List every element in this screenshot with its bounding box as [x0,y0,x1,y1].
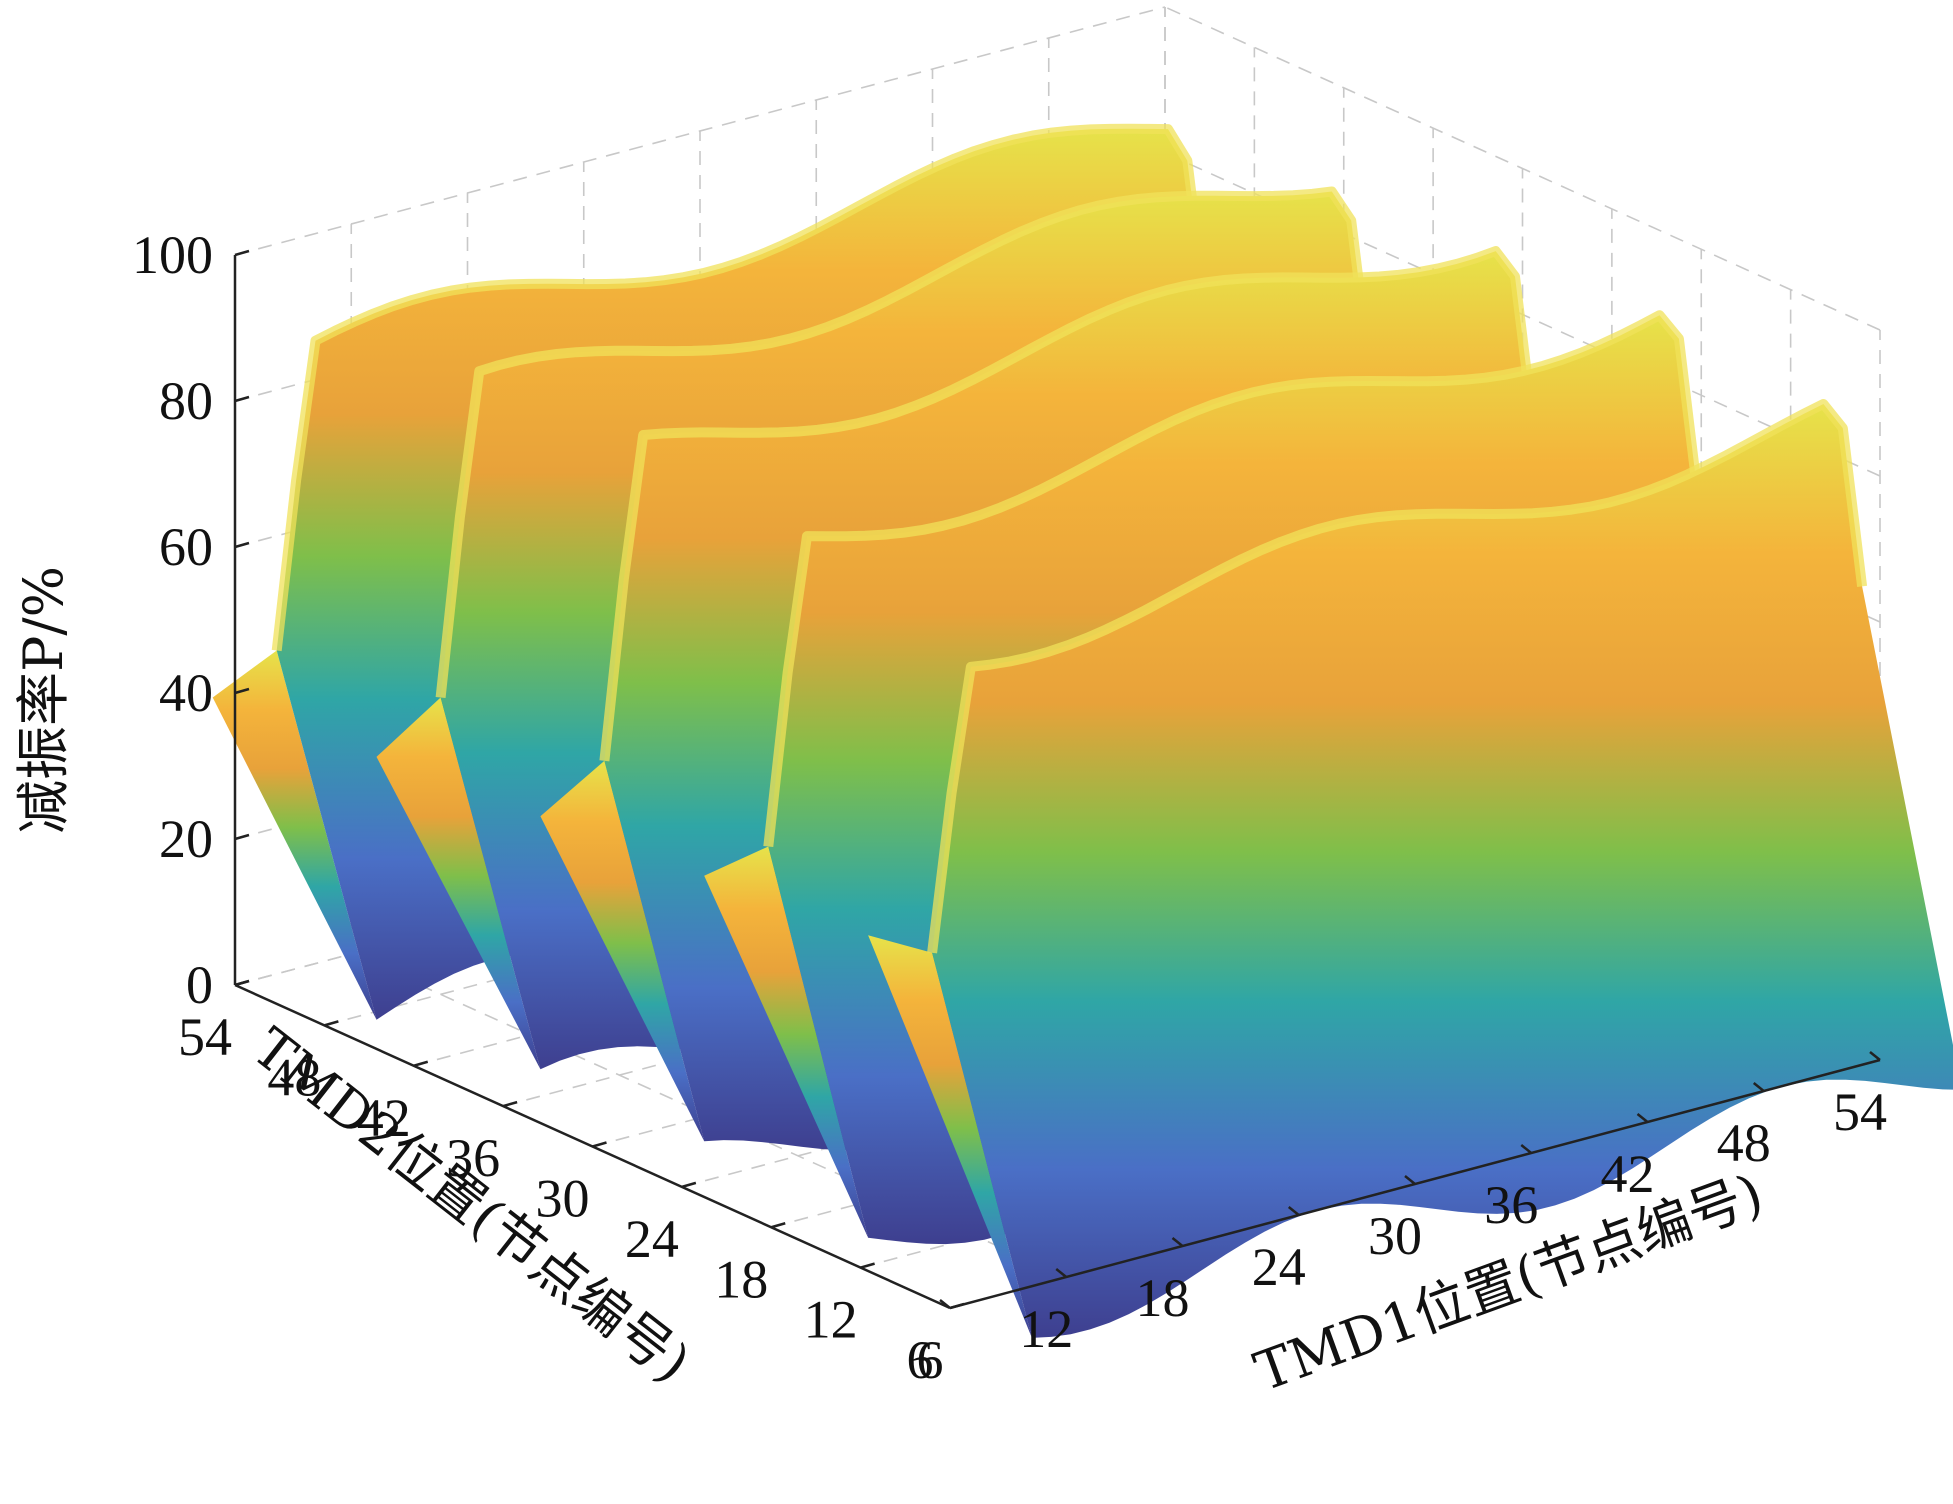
ridge-crest-1 [435,186,1376,699]
z-tick-label-5: 100 [132,225,213,285]
x-tick-7 [1752,1082,1765,1092]
y-tick-1 [324,1020,339,1027]
x-tick-8 [1869,1051,1881,1061]
ridge-body-4 [932,404,1953,1338]
z-tick-label-1: 20 [159,809,213,869]
x-tick-label-3: 24 [1252,1237,1306,1297]
z-tick-2 [234,687,250,695]
z-tick-5 [234,249,250,257]
ridge-left-face-4 [868,935,1032,1338]
axes: 0 20 40 60 80 100 54 48 42 36 30 24 18 12 66 12 18 24 30 36… [132,225,1887,1390]
backwall-b-horiz-5 [1164,6,1881,331]
ridge-crest-3 [763,310,1704,848]
ridge-left-face-3 [704,846,869,1238]
z-tick-label-4: 80 [159,371,213,431]
backwall-a-horiz-5 [234,6,1166,256]
ridge-crest-2 [599,246,1540,762]
y-tick-label-7: 12 [804,1290,858,1350]
y-tick-label-1: 48 [267,1047,321,1107]
x-tick-label-5: 36 [1484,1175,1538,1235]
x-tick-3 [1287,1206,1300,1216]
y-tick-label-2: 42 [357,1088,411,1148]
y-tick-label-4: 30 [536,1169,590,1229]
ridge-left-face-2 [540,760,705,1142]
y-tick-2 [413,1060,429,1067]
z-tick-label-2: 40 [159,663,213,723]
ridge-left-face-1 [376,697,541,1070]
y-tick-label-8: 6 [907,1330,934,1390]
y-tick-5 [681,1181,697,1189]
y-tick-label-3: 36 [446,1128,500,1188]
x-tick-1 [1055,1268,1068,1278]
y-tick-8 [949,1302,965,1310]
x-tick-5 [1520,1144,1533,1154]
y-tick-label-0: 54 [178,1007,232,1067]
z-axis-label: 减振率P/% [12,566,75,834]
x-tick-0 [939,1299,951,1309]
surface-ridge-4 [868,399,1953,1338]
y-tick-7 [860,1262,875,1269]
x-tick-label-8: 54 [1833,1082,1887,1142]
x-tick-label-1: 12 [1019,1299,1073,1359]
ridge-crest-0 [271,123,1212,652]
z-tick-3 [234,541,250,549]
x-tick-label-4: 30 [1368,1206,1422,1266]
y-tick-6 [770,1222,786,1229]
z-tick-1 [234,833,250,841]
z-tick-label-3: 60 [159,517,213,577]
x-tick-6 [1636,1113,1649,1123]
x-tick-label-0: 6 [917,1330,944,1390]
y-tick-3 [502,1100,518,1108]
y-tick-4 [592,1141,607,1148]
ridge-crest-4 [927,399,1868,954]
x-tick-label-2: 18 [1136,1268,1190,1328]
x-tick-label-7: 48 [1717,1113,1771,1173]
y-tick-0 [234,979,250,987]
x-tick-2 [1171,1237,1184,1247]
y-tick-label-6: 18 [714,1249,768,1309]
ridge-left-face-0 [212,650,377,1020]
z-tick-4 [234,395,250,403]
x-tick-label-6: 42 [1601,1144,1655,1204]
z-tick-label-0: 0 [186,955,213,1015]
y-axis-label: TMD2位置(节点编号) [241,1016,701,1395]
surface [212,123,1953,1338]
y-tick-label-5: 24 [625,1209,679,1269]
x-tick-4 [1404,1175,1416,1185]
